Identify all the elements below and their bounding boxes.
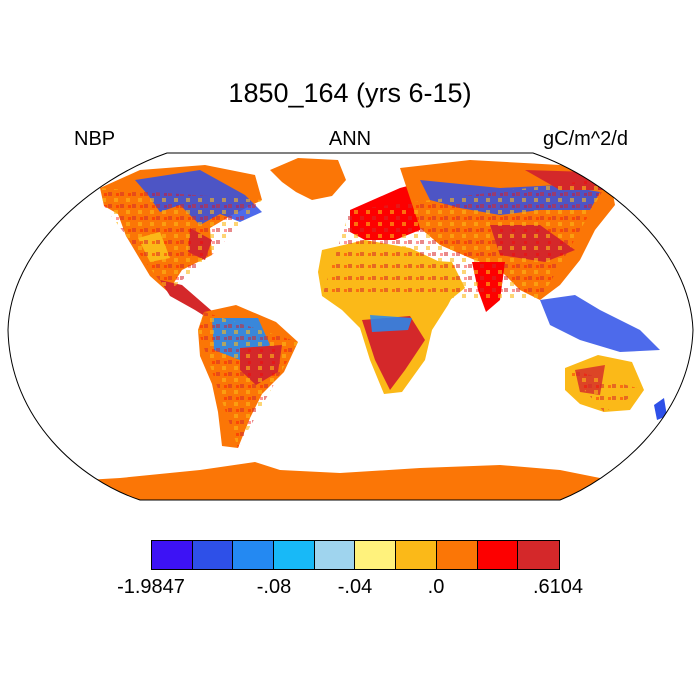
colorbar-box-1	[192, 541, 234, 569]
colorbar-box-2	[233, 541, 275, 569]
colorbar-box-5	[355, 541, 397, 569]
central-america	[160, 280, 220, 322]
greenland	[270, 158, 346, 200]
colorbar	[151, 540, 560, 570]
colorbar-tick-max: .6104	[532, 576, 584, 598]
colorbar-box-8	[477, 541, 519, 569]
colorbar-box-9	[518, 541, 559, 569]
colorbar-box-6	[396, 541, 437, 569]
colorbar-box-4	[314, 541, 356, 569]
colorbar-tick: -.08	[256, 576, 292, 598]
colorbar-tick: -.04	[337, 576, 373, 598]
colorbar-box-3	[274, 541, 315, 569]
colorbar-tick-min: -1.9847	[117, 576, 185, 598]
colorbar-box-7	[436, 541, 478, 569]
antarctica	[8, 462, 693, 500]
period-label: ANN	[328, 128, 372, 150]
se-asia	[540, 295, 660, 352]
colorbar-box-0	[152, 541, 193, 569]
units-label: gC/m^2/d	[543, 128, 628, 150]
variable-label: NBP	[74, 128, 116, 150]
map-border	[7, 152, 694, 501]
colorbar-tick: .0	[427, 576, 445, 598]
plot-title: 1850_164 (yrs 6-15)	[228, 78, 472, 108]
